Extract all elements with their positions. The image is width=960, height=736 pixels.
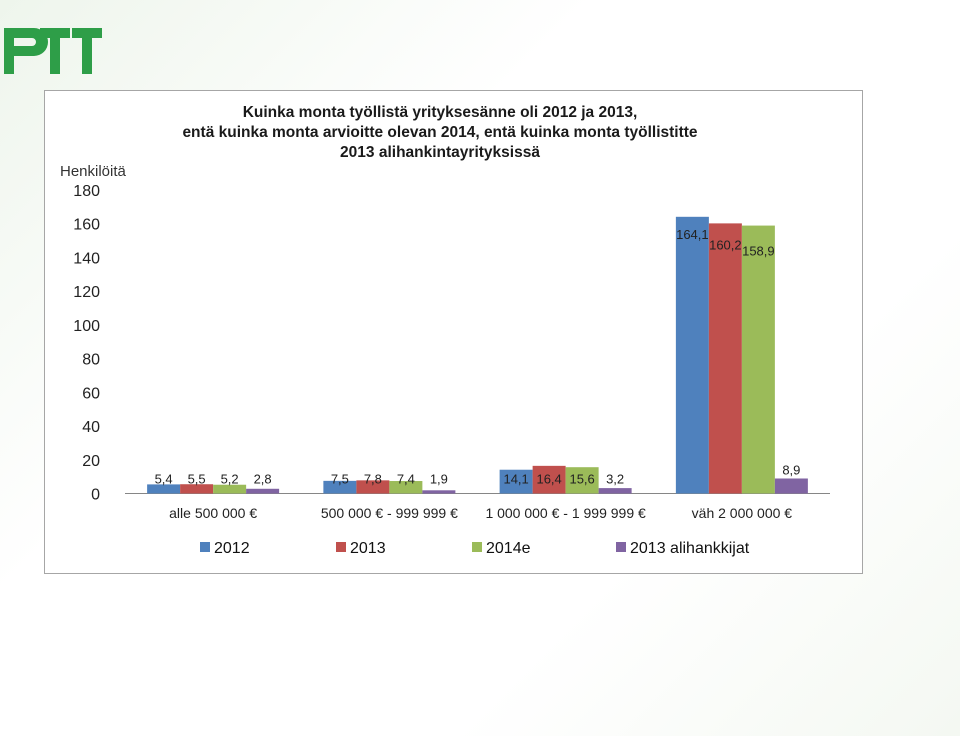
data-label: 5,2 <box>221 472 239 487</box>
data-label: 7,8 <box>364 472 382 487</box>
bar <box>389 481 423 494</box>
x-tick-label: 500 000 € - 999 999 € <box>321 505 458 521</box>
bar <box>499 469 533 494</box>
bar <box>180 484 214 494</box>
legend-swatch <box>616 542 626 552</box>
ptt-logo <box>4 28 102 74</box>
data-label: 7,5 <box>331 472 349 487</box>
bar <box>708 223 742 494</box>
legend-swatch <box>200 542 210 552</box>
x-tick-label: 1 000 000 € - 1 999 999 € <box>485 505 646 521</box>
legend-label: 2012 <box>214 540 250 557</box>
bar <box>675 216 709 494</box>
data-label: 158,9 <box>742 244 775 259</box>
bar <box>213 484 247 494</box>
chart-title-line-2: entä kuinka monta arvioitte olevan 2014,… <box>182 124 698 141</box>
bar <box>246 488 280 494</box>
data-label: 164,1 <box>676 227 709 242</box>
bar <box>741 225 775 494</box>
bar <box>774 478 808 494</box>
data-label: 3,2 <box>606 472 624 487</box>
y-tick-label: 100 <box>73 318 100 335</box>
data-label: 8,9 <box>782 462 800 477</box>
bar <box>147 484 181 494</box>
bar <box>565 467 599 494</box>
bar <box>422 490 456 494</box>
y-tick-label: 120 <box>73 284 100 301</box>
data-label: 5,4 <box>155 472 173 487</box>
chart-title: Kuinka monta työllistä yrityksesänne oli… <box>100 103 780 163</box>
data-label: 160,2 <box>709 237 742 252</box>
chart-title-line-1: Kuinka monta työllistä yrityksesänne oli… <box>242 104 638 121</box>
y-tick-label: 160 <box>73 217 100 234</box>
y-tick-label: 0 <box>91 487 100 504</box>
x-tick-label: alle 500 000 € <box>169 505 257 521</box>
y-tick-label: 80 <box>82 352 100 369</box>
data-label: 1,9 <box>430 472 448 487</box>
y-tick-label: 40 <box>82 419 100 436</box>
y-axis-label: Henkilöitä <box>60 163 126 180</box>
y-tick-label: 60 <box>82 385 100 402</box>
data-label: 14,1 <box>503 472 528 487</box>
y-tick-label: 20 <box>82 453 100 470</box>
bar <box>598 488 632 494</box>
bar <box>356 480 390 494</box>
x-tick-label: väh 2 000 000 € <box>692 505 793 521</box>
legend-label: 2013 alihankkijat <box>630 540 750 557</box>
bar <box>323 480 357 494</box>
legend-label: 2013 <box>350 540 386 557</box>
chart-title-line-3: 2013 alihankintayrityksissä <box>340 144 540 161</box>
y-tick-label: 140 <box>73 250 100 267</box>
bar <box>532 465 566 494</box>
data-label: 2,8 <box>254 472 272 487</box>
legend-swatch <box>472 542 482 552</box>
legend-label: 2014e <box>486 540 531 557</box>
data-label: 16,4 <box>536 472 561 487</box>
data-label: 15,6 <box>569 472 594 487</box>
data-label: 5,5 <box>188 472 206 487</box>
data-label: 7,4 <box>397 472 415 487</box>
y-tick-label: 180 <box>73 183 100 200</box>
legend-swatch <box>336 542 346 552</box>
